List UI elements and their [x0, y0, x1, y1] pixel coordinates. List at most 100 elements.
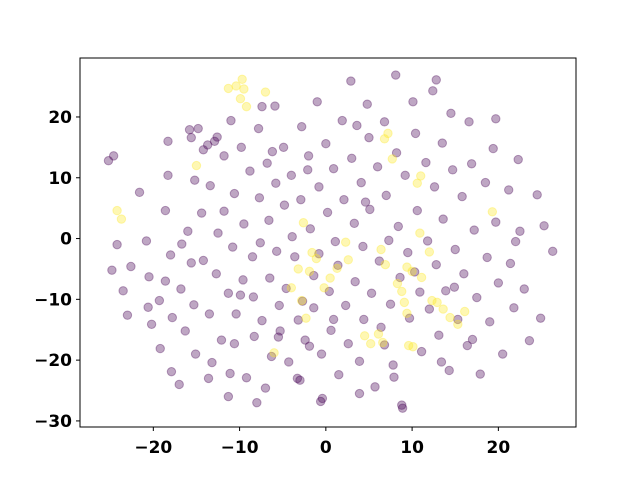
scatter-point-class-0: [211, 269, 221, 279]
scatter-point-class-1: [373, 329, 384, 339]
scatter-point-class-0: [143, 302, 153, 312]
scatter-point-class-0: [347, 153, 357, 164]
scatter-point-class-0: [163, 170, 173, 181]
scatter-point-class-1: [191, 160, 202, 171]
scatter-point-class-0: [155, 343, 165, 354]
scatter-point-class-0: [141, 236, 152, 246]
scatter-point-class-0: [176, 284, 186, 294]
scatter-point-class-1: [487, 207, 498, 217]
scatter-point-class-0: [186, 258, 196, 268]
scatter-point-class-0: [328, 314, 339, 325]
scatter-point-class-0: [467, 334, 478, 345]
scatter-point-class-0: [205, 180, 215, 191]
scatter-point-class-0: [144, 272, 154, 282]
scatter-point-class-0: [296, 121, 307, 132]
scatter-point-class-1: [460, 306, 470, 317]
scatter-point-class-0: [126, 261, 136, 272]
scatter-point-class-0: [316, 349, 327, 359]
scatter-point-class-0: [213, 228, 223, 238]
scatter-point-class-0: [362, 99, 372, 109]
scatter-point-class-0: [437, 138, 447, 148]
scatter-point-class-0: [198, 145, 209, 155]
scatter-point-class-1: [399, 297, 410, 308]
scatter-point-class-0: [238, 275, 248, 285]
scatter-point-class-0: [421, 157, 431, 168]
scatter-point-class-0: [482, 252, 492, 263]
scatter-point-class-0: [453, 314, 463, 325]
scatter-point-class-0: [519, 284, 529, 294]
scatter-point-class-0: [219, 206, 229, 216]
scatter-point-class-0: [271, 246, 282, 257]
scatter-point-class-0: [464, 117, 474, 127]
scatter-point-class-0: [337, 115, 347, 126]
scatter-point-class-0: [203, 373, 214, 384]
y-tick-label: 0: [60, 230, 72, 250]
scatter-point-class-0: [513, 154, 523, 165]
scatter-point-class-0: [255, 238, 265, 248]
scatter-point-class-0: [403, 247, 413, 258]
scatter-point-class-0: [225, 368, 235, 379]
scatter-point-class-0: [415, 287, 425, 297]
scatter-point-class-1: [365, 339, 376, 349]
scatter-point-class-1: [223, 83, 234, 94]
scatter-point-class-1: [392, 278, 403, 289]
scatter-point-class-0: [446, 108, 456, 119]
scatter-point-class-0: [293, 315, 303, 325]
scatter-point-class-0: [300, 335, 310, 345]
scatter-point-class-0: [239, 219, 249, 229]
scatter-point-class-0: [359, 314, 369, 325]
scatter-point-class-0: [358, 241, 368, 252]
scatter-point-class-1: [235, 94, 246, 104]
scatter-point-class-0: [424, 304, 435, 314]
scatter-point-class-0: [469, 225, 479, 235]
scatter-point-class-0: [412, 205, 422, 216]
scatter-point-class-0: [235, 290, 246, 300]
scatter-point-class-0: [404, 313, 415, 323]
scatter-point-class-0: [271, 178, 281, 188]
scatter-point-class-1: [376, 244, 386, 255]
scatter-point-class-0: [270, 101, 280, 111]
scatter-point-class-0: [196, 208, 207, 218]
scatter-point-class-0: [107, 265, 117, 275]
scatter-point-class-1: [383, 128, 393, 139]
scatter-point-class-0: [334, 370, 344, 380]
scatter-point-class-0: [328, 163, 339, 174]
scatter-point-class-0: [223, 288, 234, 298]
scatter-point-class-0: [257, 315, 267, 326]
scatter-point-class-0: [278, 142, 289, 153]
scatter-point-class-0: [296, 194, 306, 205]
scatter-point-class-0: [254, 193, 265, 203]
scatter-point-class-0: [441, 286, 451, 296]
scatter-point-class-0: [286, 170, 297, 181]
scatter-point-class-0: [515, 226, 525, 236]
x-tick-label: 0: [320, 438, 332, 458]
scatter-point-class-1: [239, 84, 249, 94]
x-tick-label: 20: [487, 438, 511, 458]
scatter-point-class-0: [324, 286, 334, 297]
scatter-point-class-1: [293, 264, 303, 274]
y-tick-label: −30: [34, 412, 72, 432]
scatter-point-class-0: [391, 70, 401, 80]
scatter-point-class-0: [364, 132, 374, 143]
scatter-point-class-0: [146, 319, 157, 329]
scatter-point-class-0: [122, 310, 133, 320]
scatter-point-class-0: [216, 335, 227, 345]
y-tick-label: −20: [34, 351, 72, 371]
scatter-point-class-0: [346, 76, 356, 86]
scatter-point-class-0: [340, 300, 351, 311]
scatter-point-class-0: [252, 397, 262, 408]
scatter-point-class-0: [284, 357, 294, 367]
scatter-point-class-0: [339, 194, 349, 205]
scatter-point-class-1: [296, 295, 307, 306]
scatter-point-class-1: [416, 171, 426, 181]
scatter-point-class-0: [260, 383, 271, 393]
scatter-point-class-0: [429, 182, 440, 192]
scatter-point-class-0: [165, 250, 176, 260]
scatter-point-class-1: [241, 101, 252, 112]
scatter-point-class-0: [366, 288, 377, 298]
scatter-point-class-1: [380, 259, 391, 270]
scatter-point-class-0: [314, 182, 324, 192]
scatter-point-class-0: [219, 151, 229, 161]
scatter-point-class-1: [415, 228, 425, 238]
scatter-point-class-0: [389, 372, 399, 382]
